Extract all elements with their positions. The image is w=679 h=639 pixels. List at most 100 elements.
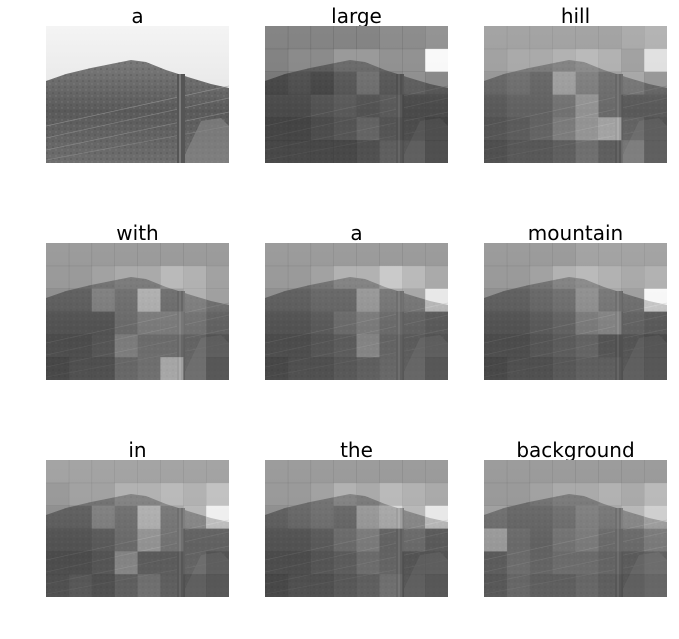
attention-cell [310, 574, 334, 597]
attention-cell [575, 94, 599, 118]
attention-cell [265, 528, 289, 552]
attention-cell [333, 26, 357, 50]
attention-cell [183, 265, 207, 289]
attention-cell [183, 482, 207, 506]
attention-cell [160, 265, 184, 289]
attention-cell [575, 551, 599, 575]
attention-cell [356, 334, 380, 358]
attention-cell [484, 505, 508, 529]
attention-cell [265, 574, 289, 597]
attention-cell [114, 551, 138, 575]
attention-cell [598, 94, 622, 118]
attention-cell [206, 551, 229, 575]
panel-word-label: in [128, 438, 147, 462]
attention-cell [356, 357, 380, 380]
panel-word-label: with [116, 221, 159, 245]
attention-cell [552, 482, 576, 506]
attention-cell [206, 482, 229, 506]
attention-cell [484, 482, 508, 506]
attention-cell [484, 140, 508, 163]
attention-cell [402, 265, 426, 289]
attention-cell [644, 505, 667, 529]
attention-cell [287, 243, 312, 267]
attention-cell [506, 357, 531, 380]
attention-cell [68, 505, 93, 529]
attention-cell [552, 528, 576, 552]
attention-cell [402, 482, 426, 506]
attention-cell [529, 460, 553, 484]
attention-cell [575, 528, 599, 552]
attention-cell [529, 482, 553, 506]
attention-cell [160, 334, 184, 358]
attention-cell [425, 26, 448, 50]
attention-cell [575, 357, 599, 380]
attention-cell [552, 71, 576, 95]
attention-cell [114, 460, 138, 484]
attention-cell [552, 505, 576, 529]
attention-map-image [46, 243, 229, 380]
attention-cell [402, 551, 426, 575]
attention-cell [265, 505, 289, 529]
attention-cell [506, 243, 531, 267]
attention-cell [114, 288, 138, 312]
attention-cell [425, 311, 448, 335]
panel-word-label: large [331, 4, 382, 28]
attention-cell [206, 528, 229, 552]
attention-cell [333, 460, 357, 484]
attention-cell [333, 505, 357, 529]
attention-cell [137, 551, 161, 575]
attention-cell [402, 48, 426, 72]
attention-cell [333, 482, 357, 506]
attention-cell [310, 26, 334, 50]
attention-cell [46, 357, 70, 380]
attention-cell [91, 243, 115, 267]
attention-cell [529, 71, 553, 95]
attention-cell [552, 48, 576, 72]
attention-cell [402, 71, 426, 95]
attention-cell [46, 311, 70, 335]
attention-cell [506, 311, 531, 335]
attention-cell [160, 357, 184, 380]
attention-cell [575, 482, 599, 506]
attention-cell [552, 357, 576, 380]
attention-cell [287, 265, 312, 289]
attention-cell [506, 117, 531, 141]
attention-cell [552, 243, 576, 267]
attention-cell [506, 482, 531, 506]
attention-cell [310, 482, 334, 506]
attention-cell [333, 528, 357, 552]
attention-cell [287, 551, 312, 575]
attention-cell [287, 311, 312, 335]
attention-cell [356, 26, 380, 50]
attention-cell [529, 311, 553, 335]
attention-cell [425, 334, 448, 358]
attention-cell [529, 334, 553, 358]
attention-cell [68, 334, 93, 358]
attention-cell [114, 311, 138, 335]
attention-cell [529, 265, 553, 289]
attention-cell [402, 528, 426, 552]
attention-cell [206, 460, 229, 484]
attention-cell [379, 288, 403, 312]
attention-cell [575, 243, 599, 267]
attention-cell [425, 505, 448, 529]
attention-cell [91, 505, 115, 529]
attention-cell [621, 117, 645, 141]
attention-cell [575, 48, 599, 72]
attention-cell [356, 311, 380, 335]
attention-cell [621, 505, 645, 529]
attention-cell [552, 460, 576, 484]
attention-cell [310, 288, 334, 312]
panel-word-label: background [516, 438, 635, 462]
panel-word-label: the [340, 438, 373, 462]
attention-cell [137, 505, 161, 529]
attention-cell [265, 460, 289, 484]
attention-cell [644, 243, 667, 267]
attention-cell [598, 311, 622, 335]
attention-cell [644, 140, 667, 163]
attention-cell [91, 528, 115, 552]
attention-cell [575, 574, 599, 597]
attention-cell [333, 140, 357, 163]
attention-cell [160, 243, 184, 267]
attention-cell [310, 357, 334, 380]
